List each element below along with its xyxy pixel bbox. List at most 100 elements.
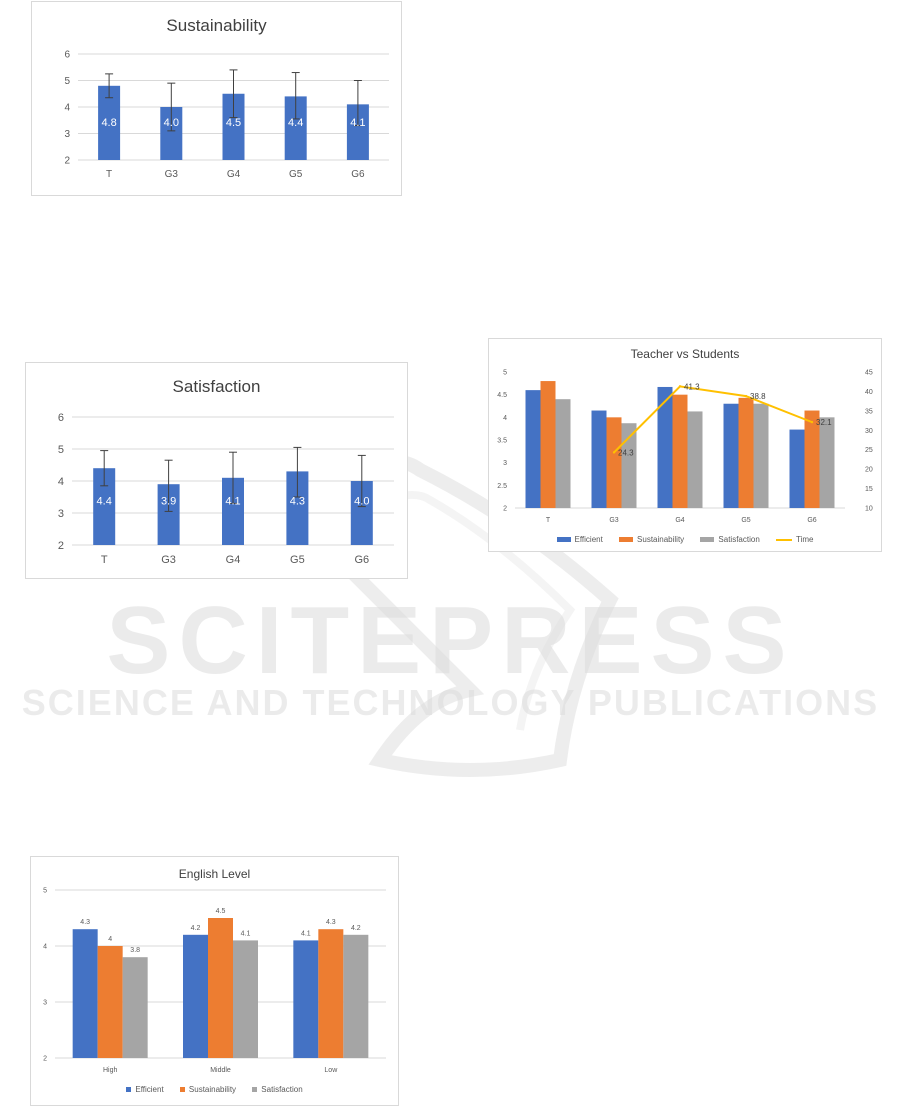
bar: [93, 468, 116, 545]
bar-satisfaction: [122, 957, 148, 1058]
bar-satisfaction: [621, 423, 637, 508]
legend-label: Time: [796, 535, 814, 544]
legend-item-sustainability: Sustainability: [619, 535, 684, 544]
y-tick-label: 2: [64, 156, 70, 167]
bar-sustainability: [318, 929, 344, 1058]
data-label: 4.1: [225, 496, 240, 508]
chart-title: Sustainability: [166, 16, 267, 35]
legend-item-sustainability: Sustainability: [179, 1085, 237, 1094]
data-label: 4.3: [290, 496, 305, 508]
bar-sustainability: [672, 394, 688, 508]
time-point: [810, 420, 814, 424]
data-label: 4: [108, 936, 112, 943]
y-tick-label: 2.5: [497, 483, 507, 490]
data-label: 3.8: [130, 947, 140, 954]
x-tick-label: G4: [226, 554, 241, 566]
y-tick-label: 6: [58, 412, 64, 424]
bar-satisfaction: [753, 403, 769, 508]
x-tick-label: G5: [290, 554, 305, 566]
x-tick-label: G4: [675, 517, 684, 524]
teacher-vs-students-chart: Teacher vs Students 2 2.5 3 3.5 4 4.5 5 10 15 20 2…: [488, 338, 882, 552]
x-tick-label: G5: [289, 169, 303, 180]
bar-sustainability: [804, 410, 820, 508]
x-tick-label: T: [101, 554, 108, 566]
chart-title: English Level: [178, 867, 251, 881]
y-tick-label: 5: [503, 369, 507, 376]
legend-label: Efficient: [135, 1085, 164, 1094]
teacher-vs-students-plot: 2 2.5 3 3.5 4 4.5 5 10 15 20 25 30 35 40 45 T G3 G4 G5 G6 24…: [497, 369, 873, 524]
bar: [157, 484, 180, 545]
time-point: [678, 385, 682, 388]
y-tick-label: 2: [43, 1055, 47, 1062]
data-label: 4.3: [80, 919, 90, 926]
y2-tick-label: 30: [865, 428, 873, 435]
data-label: 4.0: [354, 496, 369, 508]
y2-tick-label: 20: [865, 467, 873, 474]
y-tick-label: 5: [43, 887, 47, 894]
legend-item-time: Time: [776, 535, 814, 544]
english-level-chart: English Level 2 3 4 5 High Middle Low 4.3 4.2 4.1…: [30, 856, 399, 1106]
watermark-subtitle: SCIENCE AND TECHNOLOGY PUBLICATIONS: [21, 682, 880, 723]
legend-item-satisfaction: Satisfaction: [700, 535, 760, 544]
y-tick-label: 3: [58, 508, 64, 520]
bar: [222, 93, 245, 160]
bar-efficient: [591, 410, 607, 508]
y-tick-label: 2: [503, 505, 507, 512]
x-tick-label: G3: [161, 554, 176, 566]
legend: Efficient Sustainability Satisfaction Ti…: [489, 535, 881, 544]
bar-sustainability: [97, 946, 123, 1058]
legend-item-satisfaction: Satisfaction: [252, 1085, 303, 1094]
chart-title: Satisfaction: [172, 377, 261, 396]
y-tick-label: 4: [64, 103, 70, 114]
bar-sustainability: [738, 397, 754, 508]
y2-tick-label: 10: [865, 506, 873, 513]
x-tick-label: G6: [807, 517, 816, 524]
y-tick-label: 3: [503, 460, 507, 467]
y-tick-label: 3: [64, 129, 70, 140]
sustainability-chart: Sustainability 2 3 4 5 6 T G3 G4 G5 G6 4.8 4.0 4.5 4.…: [31, 1, 402, 196]
x-tick-label: Middle: [210, 1067, 231, 1074]
satisfaction-chart: Satisfaction 2 3 4 5 6 T G3 G4 G5 G6 4.4 3.9 4.1 4.3 4…: [25, 362, 408, 579]
x-tick-label: G3: [609, 517, 618, 524]
x-tick-label: G3: [165, 169, 179, 180]
bar-efficient: [789, 429, 805, 508]
time-label: 41.3: [684, 382, 700, 391]
legend-item-efficient: Efficient: [126, 1085, 164, 1094]
bar-efficient: [657, 386, 673, 508]
y-tick-label: 4: [503, 415, 507, 422]
x-tick-label: G6: [354, 554, 369, 566]
y2-tick-label: 25: [865, 447, 873, 454]
watermark-title: SCITEPRESS: [106, 587, 795, 694]
y2-tick-label: 15: [865, 486, 873, 493]
data-label: 4.5: [226, 117, 241, 129]
y-tick-label: 2: [58, 540, 64, 552]
bar-satisfaction: [687, 411, 703, 508]
legend-label: Efficient: [574, 535, 603, 544]
data-label: 4.1: [241, 930, 251, 937]
bar: [160, 107, 183, 160]
bar-efficient: [293, 940, 319, 1058]
bar: [284, 96, 307, 160]
x-tick-label: G6: [351, 169, 365, 180]
y2-tick-label: 40: [865, 389, 873, 396]
data-label: 4.5: [216, 908, 226, 915]
data-label: 4.2: [351, 925, 361, 932]
bar-efficient: [183, 934, 208, 1058]
bar-satisfaction: [233, 940, 258, 1058]
y-tick-label: 4: [43, 943, 47, 950]
bar-sustainability: [540, 381, 556, 508]
data-label: 4.2: [191, 925, 201, 932]
bar: [346, 104, 369, 160]
legend: Efficient Sustainability Satisfaction: [31, 1085, 398, 1094]
y-tick-label: 3.5: [497, 437, 507, 444]
bar-sustainability: [606, 417, 622, 508]
data-label: 4.4: [97, 496, 112, 508]
bar-satisfaction: [819, 417, 835, 508]
x-tick-label: T: [546, 517, 551, 524]
y-tick-label: 4.5: [497, 392, 507, 399]
bar-efficient: [72, 929, 98, 1058]
y-tick-label: 5: [58, 444, 64, 456]
bar-satisfaction: [555, 399, 571, 508]
x-tick-label: Low: [324, 1067, 338, 1074]
legend-label: Sustainability: [188, 1085, 237, 1094]
